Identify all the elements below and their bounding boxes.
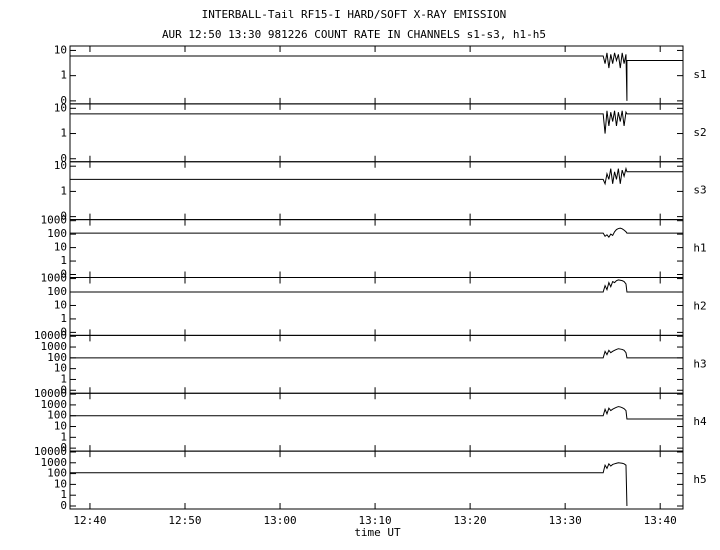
y-tick-label: 0 bbox=[60, 383, 67, 396]
y-tick-label: 10 bbox=[54, 298, 67, 311]
panel-frame bbox=[69, 103, 684, 163]
panel-frame bbox=[69, 161, 684, 221]
data-line bbox=[70, 110, 683, 134]
y-tick-label: 0 bbox=[60, 499, 67, 512]
y-tick-label: 1000 bbox=[41, 398, 68, 411]
panel-frame bbox=[69, 45, 684, 105]
y-tick-label: 1 bbox=[60, 372, 67, 385]
y-tick-label: 100 bbox=[47, 467, 67, 480]
y-tick-label: 10 bbox=[54, 159, 67, 172]
y-tick-label: 0 bbox=[60, 210, 67, 223]
y-tick-label: 0 bbox=[60, 152, 67, 165]
data-line bbox=[70, 462, 628, 507]
y-tick-label: 100 bbox=[47, 285, 67, 298]
chart-subtitle: AUR 12:50 13:30 981226 COUNT RATE IN CHA… bbox=[162, 28, 546, 41]
y-tick-label: 10 bbox=[54, 420, 67, 433]
x-tick-label: 12:50 bbox=[168, 514, 201, 527]
panel-frame bbox=[69, 334, 684, 394]
y-tick-label: 10000 bbox=[34, 445, 67, 458]
y-tick-label: 100 bbox=[47, 409, 67, 422]
panel-frame bbox=[69, 219, 684, 278]
panel-frame bbox=[69, 277, 684, 336]
x-axis-label: time UT bbox=[354, 526, 401, 539]
y-tick-label: 1000 bbox=[41, 456, 68, 469]
y-tick-label: 1 bbox=[60, 127, 67, 140]
y-tick-label: 1 bbox=[60, 254, 67, 267]
x-tick-label: 13:40 bbox=[644, 514, 677, 527]
data-line bbox=[70, 406, 683, 420]
y-tick-label: 100 bbox=[47, 351, 67, 364]
data-line bbox=[70, 348, 683, 359]
channel-label: s1 bbox=[693, 68, 706, 81]
y-tick-label: 10 bbox=[54, 43, 67, 56]
channel-label: h4 bbox=[693, 415, 707, 428]
y-tick-label: 1 bbox=[60, 430, 67, 443]
x-tick-label: 13:20 bbox=[454, 514, 487, 527]
channel-label: s2 bbox=[693, 126, 706, 139]
data-line bbox=[70, 166, 683, 186]
y-tick-label: 10 bbox=[54, 362, 67, 375]
y-tick-label: 1000 bbox=[41, 340, 68, 353]
y-tick-label: 1 bbox=[60, 184, 67, 197]
y-tick-label: 0 bbox=[60, 268, 67, 281]
channel-label: h3 bbox=[693, 357, 706, 370]
y-tick-label: 1000 bbox=[41, 272, 68, 285]
y-tick-label: 0 bbox=[60, 325, 67, 338]
x-tick-label: 13:30 bbox=[549, 514, 582, 527]
x-tick-label: 13:00 bbox=[263, 514, 296, 527]
chart-title: INTERBALL-Tail RF15-I HARD/SOFT X-RAY EM… bbox=[202, 8, 507, 21]
y-tick-label: 1 bbox=[60, 69, 67, 82]
y-tick-label: 0 bbox=[60, 94, 67, 107]
y-tick-label: 10 bbox=[54, 477, 67, 490]
y-tick-label: 1 bbox=[60, 488, 67, 501]
y-tick-label: 1 bbox=[60, 312, 67, 325]
y-tick-label: 0 bbox=[60, 441, 67, 454]
y-tick-label: 10000 bbox=[34, 387, 67, 400]
data-line bbox=[70, 227, 683, 238]
y-tick-label: 10 bbox=[54, 241, 67, 254]
y-tick-label: 1000 bbox=[41, 214, 68, 227]
channel-label: h1 bbox=[693, 242, 706, 255]
y-tick-label: 100 bbox=[47, 227, 67, 240]
channel-label: s3 bbox=[693, 184, 706, 197]
channel-label: h5 bbox=[693, 473, 706, 486]
panel-frame bbox=[69, 450, 684, 510]
x-tick-label: 12:40 bbox=[73, 514, 106, 527]
y-tick-label: 10 bbox=[54, 101, 67, 114]
data-line bbox=[70, 52, 683, 101]
panel-frame bbox=[69, 392, 684, 452]
y-tick-label: 10000 bbox=[34, 329, 67, 342]
channel-label: h2 bbox=[693, 299, 706, 312]
x-tick-label: 13:10 bbox=[359, 514, 392, 527]
data-line bbox=[70, 279, 683, 293]
